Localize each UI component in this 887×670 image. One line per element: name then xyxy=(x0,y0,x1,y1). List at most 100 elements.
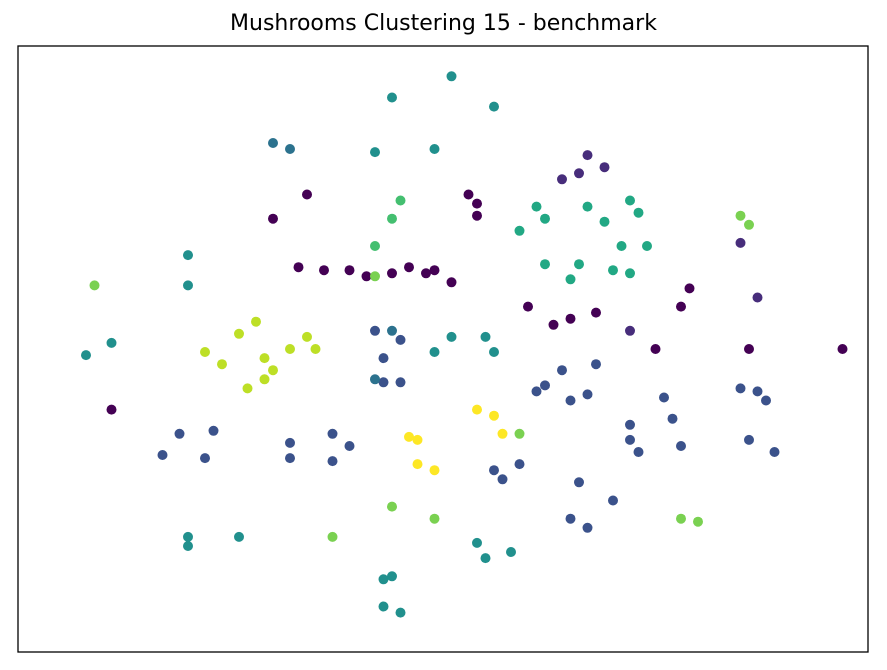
scatter-point xyxy=(752,386,763,397)
scatter-point xyxy=(540,213,550,224)
scatter-point xyxy=(599,216,610,227)
scatter-point xyxy=(574,259,584,270)
scatter-point xyxy=(387,501,397,512)
scatter-point xyxy=(387,213,397,224)
scatter-point xyxy=(752,292,763,303)
scatter-point xyxy=(446,277,457,288)
scatter-point xyxy=(183,531,193,542)
scatter-point xyxy=(693,516,703,527)
scatter-point xyxy=(735,237,746,248)
scatter-point xyxy=(497,428,508,439)
scatter-point xyxy=(565,395,576,406)
scatter-point xyxy=(387,268,397,279)
scatter-point xyxy=(523,301,533,312)
scatter-point xyxy=(582,150,593,161)
scatter-point xyxy=(106,337,117,348)
scatter-point xyxy=(259,353,270,364)
scatter-point xyxy=(650,344,661,354)
points-layer xyxy=(81,71,848,618)
scatter-point xyxy=(557,365,567,376)
scatter-point xyxy=(370,241,380,251)
scatter-point xyxy=(370,271,380,282)
scatter-point xyxy=(302,331,312,342)
scatter-point xyxy=(684,283,695,294)
scatter-point xyxy=(429,513,440,524)
scatter-point xyxy=(659,392,669,403)
scatter-point xyxy=(370,147,380,158)
scatter-point xyxy=(608,265,618,276)
scatter-point xyxy=(625,434,635,445)
scatter-point xyxy=(429,347,440,357)
scatter-point xyxy=(378,377,389,388)
scatter-point xyxy=(616,241,627,251)
scatter-point xyxy=(251,316,261,327)
scatter-point xyxy=(327,531,338,542)
scatter-point xyxy=(472,537,482,548)
scatter-point xyxy=(429,144,440,154)
scatter-point xyxy=(387,571,397,582)
scatter-point xyxy=(310,344,321,354)
scatter-point xyxy=(625,419,635,430)
scatter-point xyxy=(514,225,525,236)
scatter-point xyxy=(769,447,780,457)
scatter-point xyxy=(540,380,550,391)
scatter-point xyxy=(676,301,686,312)
scatter-point xyxy=(744,344,754,354)
scatter-point xyxy=(446,71,457,82)
scatter-point xyxy=(395,377,406,388)
scatter-point xyxy=(183,280,193,291)
scatter-point xyxy=(497,474,508,485)
scatter-point xyxy=(599,162,610,173)
scatter-point xyxy=(837,344,848,354)
scatter-point xyxy=(667,413,678,424)
scatter-point xyxy=(387,92,397,103)
scatter-point xyxy=(472,404,482,415)
scatter-point xyxy=(234,531,244,542)
scatter-point xyxy=(285,437,295,448)
scatter-point xyxy=(268,213,278,224)
scatter-point xyxy=(531,201,542,212)
scatter-point xyxy=(242,383,253,394)
scatter-point xyxy=(463,189,474,200)
scatter-point xyxy=(446,331,457,342)
scatter-point xyxy=(625,195,635,206)
scatter-point xyxy=(361,271,372,282)
scatter-point xyxy=(395,607,406,618)
scatter-point xyxy=(633,447,644,457)
scatter-point xyxy=(429,465,440,476)
scatter-point xyxy=(489,347,499,357)
scatter-point xyxy=(302,189,312,200)
scatter-point xyxy=(327,456,338,467)
scatter-point xyxy=(591,359,601,370)
scatter-point xyxy=(744,219,754,230)
scatter-point xyxy=(625,325,635,336)
scatter-point xyxy=(472,210,482,221)
scatter-point xyxy=(582,201,593,212)
scatter-point xyxy=(285,144,295,154)
scatter-point xyxy=(344,441,355,451)
scatter-point xyxy=(217,359,227,370)
scatter-point xyxy=(370,325,380,336)
scatter-point xyxy=(565,274,576,285)
scatter-point xyxy=(404,431,414,442)
scatter-point xyxy=(735,383,746,394)
scatter-point xyxy=(633,207,644,218)
scatter-point xyxy=(489,410,499,421)
scatter-point xyxy=(540,259,550,270)
scatter-point xyxy=(268,365,278,376)
scatter-point xyxy=(761,395,771,406)
scatter-point xyxy=(591,307,601,318)
scatter-point xyxy=(293,262,304,273)
scatter-point xyxy=(395,334,406,345)
scatter-point xyxy=(285,453,295,464)
scatter-point xyxy=(81,350,91,361)
scatter-point xyxy=(582,389,593,400)
scatter-point xyxy=(285,344,295,354)
scatter-point xyxy=(676,513,686,524)
scatter-point xyxy=(404,262,414,273)
scatter-point xyxy=(548,319,559,330)
scatter-point xyxy=(429,265,440,276)
scatter-point xyxy=(472,198,482,209)
scatter-point xyxy=(183,541,193,551)
scatter-point xyxy=(319,265,329,276)
